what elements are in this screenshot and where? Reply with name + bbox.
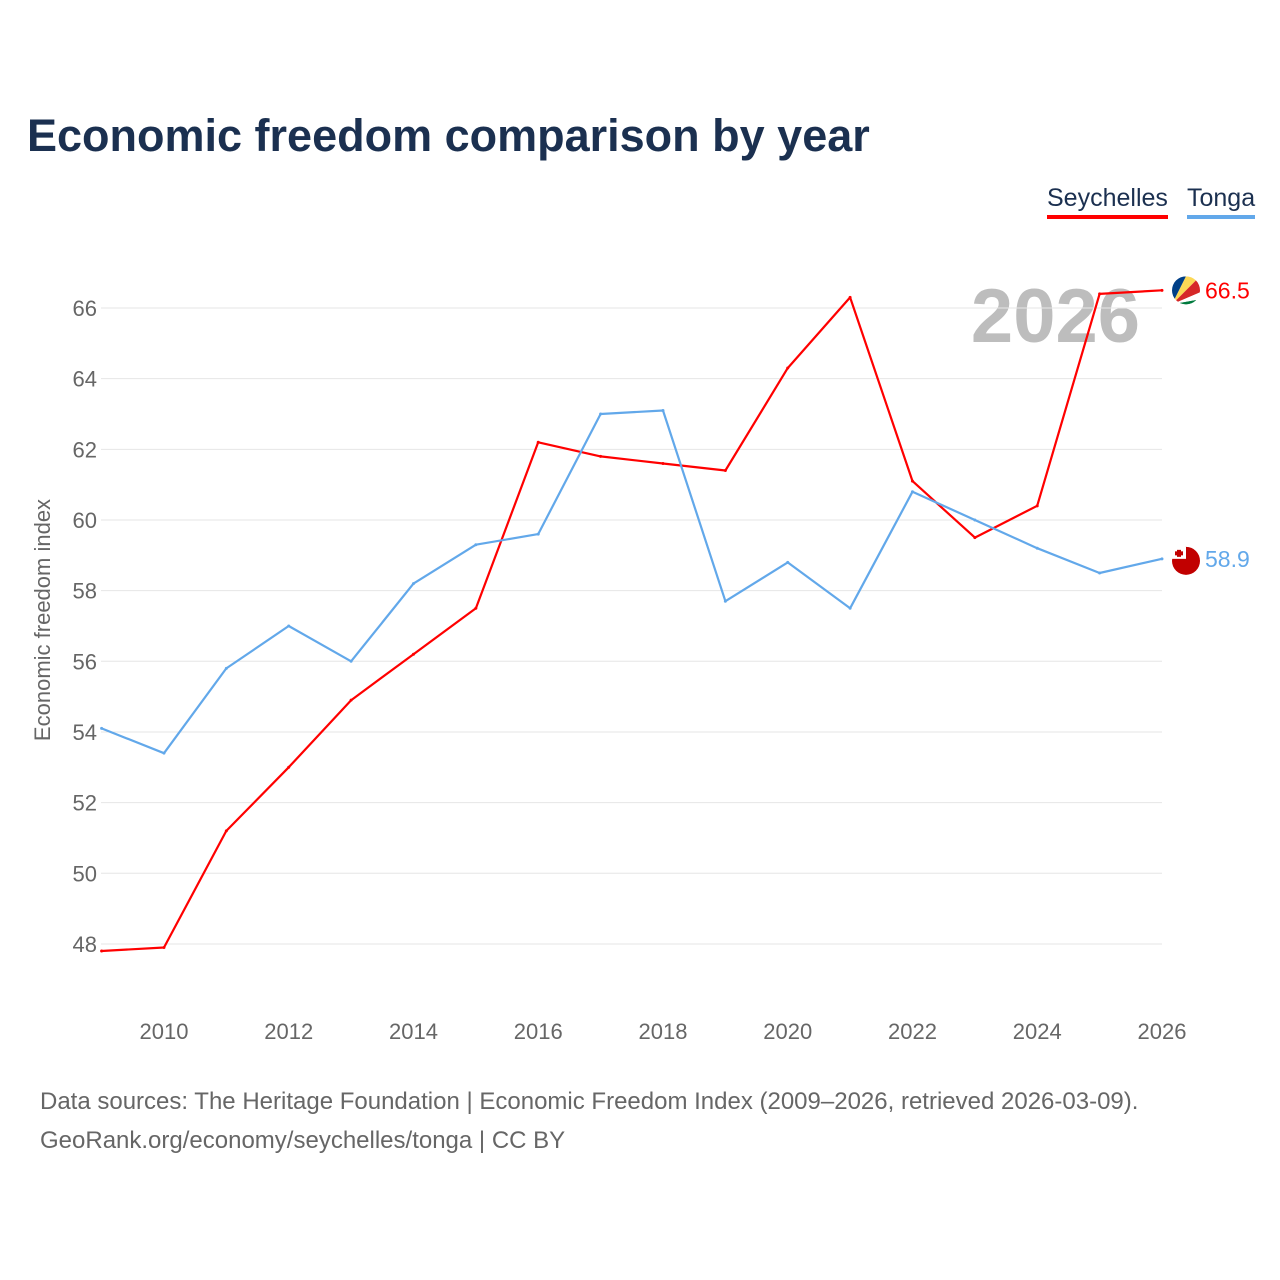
data-point-seychelles bbox=[224, 829, 228, 833]
data-point-tonga bbox=[474, 543, 478, 547]
data-point-tonga bbox=[224, 666, 228, 670]
end-value-label-seychelles: 66.5 bbox=[1205, 277, 1250, 303]
y-tick-label: 54 bbox=[73, 720, 97, 745]
footer-url[interactable]: GeoRank.org/economy/seychelles/tonga | C… bbox=[40, 1127, 566, 1154]
series-line-seychelles bbox=[101, 289, 1163, 953]
data-point-seychelles bbox=[162, 945, 166, 949]
y-tick-label: 66 bbox=[73, 296, 97, 321]
data-point-tonga bbox=[1160, 557, 1164, 561]
y-tick-label: 56 bbox=[73, 649, 97, 674]
data-point-seychelles bbox=[599, 454, 603, 458]
y-tick-label: 62 bbox=[73, 437, 97, 462]
x-tick-label: 2022 bbox=[888, 1019, 937, 1044]
data-point-seychelles bbox=[349, 698, 353, 702]
data-point-seychelles bbox=[1035, 504, 1039, 508]
flag-stripe bbox=[1172, 276, 1200, 305]
data-point-seychelles bbox=[287, 765, 291, 769]
y-tick-label: 48 bbox=[73, 932, 97, 957]
data-point-seychelles bbox=[1160, 288, 1164, 292]
data-point-tonga bbox=[100, 726, 104, 730]
data-point-tonga bbox=[162, 751, 166, 755]
chart-title: Economic freedom comparison by year bbox=[27, 110, 870, 161]
tonga-flag-cross bbox=[1175, 551, 1183, 556]
flag-stripe bbox=[1172, 292, 1200, 305]
data-point-tonga bbox=[1098, 571, 1102, 575]
data-point-tonga bbox=[599, 412, 603, 416]
x-tick-label: 2026 bbox=[1137, 1019, 1186, 1044]
data-point-tonga bbox=[723, 599, 727, 603]
data-point-tonga bbox=[661, 408, 665, 412]
data-point-seychelles bbox=[910, 479, 914, 483]
data-point-tonga bbox=[1035, 546, 1039, 550]
data-point-tonga bbox=[411, 582, 415, 586]
x-tick-label: 2012 bbox=[264, 1019, 313, 1044]
legend-tonga[interactable]: Tonga bbox=[1187, 184, 1256, 219]
legend-seychelles[interactable]: Seychelles bbox=[1047, 184, 1168, 219]
data-point-tonga bbox=[910, 490, 914, 494]
x-tick-label: 2018 bbox=[638, 1019, 687, 1044]
footer-sources: Data sources: The Heritage Foundation | … bbox=[40, 1088, 1139, 1115]
y-tick-label: 58 bbox=[73, 579, 97, 604]
x-tick-label: 2014 bbox=[389, 1019, 438, 1044]
data-point-seychelles bbox=[661, 461, 665, 465]
x-tick-label: 2024 bbox=[1013, 1019, 1062, 1044]
x-tick-label: 2010 bbox=[139, 1019, 188, 1044]
x-tick-label: 2020 bbox=[763, 1019, 812, 1044]
y-tick-label: 50 bbox=[73, 861, 97, 886]
data-point-tonga bbox=[349, 659, 353, 663]
x-tick-label: 2016 bbox=[514, 1019, 563, 1044]
data-point-seychelles bbox=[100, 949, 104, 953]
data-point-seychelles bbox=[474, 606, 478, 610]
end-value-label-tonga: 58.9 bbox=[1205, 546, 1250, 572]
data-point-tonga bbox=[536, 532, 540, 536]
data-point-seychelles bbox=[786, 366, 790, 370]
series-line-tonga bbox=[101, 409, 1163, 755]
data-point-seychelles bbox=[536, 440, 540, 444]
year-watermark: 2026 bbox=[971, 274, 1140, 359]
data-point-tonga bbox=[786, 560, 790, 564]
data-point-seychelles bbox=[411, 652, 415, 656]
y-tick-label: 52 bbox=[73, 791, 97, 816]
data-point-tonga bbox=[973, 518, 977, 522]
data-point-tonga bbox=[287, 624, 291, 628]
y-tick-label: 64 bbox=[73, 367, 97, 392]
data-point-seychelles bbox=[1098, 292, 1102, 296]
data-point-seychelles bbox=[723, 469, 727, 473]
data-point-tonga bbox=[848, 606, 852, 610]
y-tick-label: 60 bbox=[73, 508, 97, 533]
data-point-seychelles bbox=[973, 536, 977, 540]
data-point-seychelles bbox=[848, 295, 852, 299]
y-axis-label: Economic freedom index bbox=[30, 499, 55, 741]
